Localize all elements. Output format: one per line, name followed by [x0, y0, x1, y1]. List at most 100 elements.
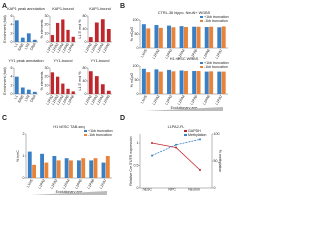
y-tick-label: 80 [83, 66, 87, 70]
y-tick-label: 100 [133, 18, 139, 22]
bar [221, 71, 226, 94]
bar [141, 68, 146, 94]
chart-title: L1PA2-FL [168, 125, 185, 129]
y2-axis-label: % methylation [218, 150, 222, 173]
bar [32, 91, 37, 94]
y2-tick-label: 50 [214, 159, 218, 163]
y-axis-label: % mCpG [130, 27, 134, 42]
bar [81, 158, 86, 178]
point [199, 138, 201, 141]
bar [167, 25, 171, 48]
y-axis-label: % hmC [16, 150, 20, 162]
x-tick-label: L1PA3 [51, 42, 60, 53]
chart-title: YY1-bound [54, 59, 73, 63]
y-axis-label: Enrichment (fold) [3, 15, 7, 42]
chart-title: H1 hESC WGBS [170, 57, 199, 61]
legend-label: -1kb truncation [88, 133, 112, 137]
legend-label: +1kb truncation [204, 61, 229, 65]
x-tick-label: L1PA4 [177, 48, 186, 59]
x-tick-label: L1PA2 [84, 42, 93, 53]
y-axis-label: % elements [40, 19, 44, 38]
x-tick-label: L1PA6 [87, 178, 96, 189]
y-axis-label: Relative Cre 5'UTR expression [129, 136, 133, 185]
bar [196, 71, 201, 94]
bar [14, 76, 19, 94]
point [175, 143, 177, 146]
bar [158, 27, 163, 48]
x-tick-label: L1PA5 [190, 94, 199, 105]
bar [141, 24, 146, 48]
x-tick-label: L1PA7 [215, 94, 224, 105]
x-tick-label: SINE [17, 94, 25, 104]
y-tick-label: 10 [45, 83, 49, 87]
x-tick-label: L1PA5 [102, 42, 111, 53]
legend-swatch [200, 66, 203, 68]
y-tick-label: 0 [137, 92, 139, 96]
y-tick-label: 0 [85, 92, 87, 96]
y-tick-label: 20 [45, 75, 49, 79]
bar [217, 71, 222, 94]
x-axis-label: Evolutionary age [171, 106, 198, 110]
chart-title: KAP1 peak annotation [7, 7, 45, 11]
bar [20, 37, 25, 42]
bar [100, 19, 105, 42]
x-tick-label: NPC [168, 187, 176, 191]
bar [32, 39, 37, 42]
age-wedge [31, 191, 107, 195]
x-tick-label: L1PA5 [102, 94, 111, 105]
panel-letter: B [120, 3, 125, 10]
x-tick-label: Neuron [188, 187, 200, 191]
y-tick-label: 0 [11, 40, 13, 44]
y-tick-label: 1 [137, 141, 139, 145]
legend-label: GAPDH [188, 129, 201, 133]
y-tick-label: 0 [47, 40, 49, 44]
bar [100, 84, 105, 94]
x-tick-label: L1PA2 [152, 94, 161, 105]
x-tick-label: L1PA2 [46, 94, 55, 105]
bar [56, 160, 61, 178]
y2-tick-label: 0 [214, 186, 216, 190]
bar [184, 27, 188, 48]
bar [71, 36, 75, 42]
point [151, 142, 153, 144]
x-tick-label: L1PA6 [202, 94, 211, 105]
y-tick-label: 50 [135, 78, 139, 82]
panel-letter: A [2, 3, 7, 10]
bar [94, 76, 99, 94]
chart-title: YY1-bound [91, 59, 110, 63]
bar [50, 72, 55, 94]
y-tick-label: 0 [47, 92, 49, 96]
panel-letter: C [2, 115, 7, 122]
bar [179, 70, 184, 94]
x-tick-label: L1PA7 [215, 48, 224, 59]
x-tick-label: L1 [13, 42, 18, 47]
bar [179, 26, 184, 48]
y-tick-label: 40 [83, 79, 87, 83]
x-tick-label: L1PA3 [164, 48, 173, 59]
bar [106, 29, 111, 42]
bar [184, 71, 188, 94]
y-tick-label: 0 [137, 46, 139, 50]
legend-swatch [184, 130, 187, 132]
bar [26, 33, 31, 42]
bar [69, 160, 73, 178]
bar [44, 162, 49, 178]
y-tick-label: 2 [23, 132, 25, 136]
bar [171, 71, 176, 94]
legend-swatch [200, 16, 203, 18]
y-axis-label: L1 5' end % [78, 19, 82, 39]
bar [93, 158, 98, 178]
legend-swatch [200, 20, 203, 22]
bar [52, 156, 57, 178]
x-tick-label: L1PA4 [177, 94, 186, 105]
bar [221, 26, 226, 48]
bar [167, 69, 171, 94]
legend-swatch [200, 62, 203, 64]
x-tick-label: L1PA4 [56, 94, 65, 105]
chart-title: YY1 peak annotation [8, 59, 43, 63]
chart-title: CTRL-36 hippo. NeuN+ WGBS [158, 11, 211, 15]
bar [40, 153, 44, 178]
y2-tick-label: 100 [214, 132, 220, 136]
bar [20, 87, 25, 94]
bar [50, 35, 55, 42]
